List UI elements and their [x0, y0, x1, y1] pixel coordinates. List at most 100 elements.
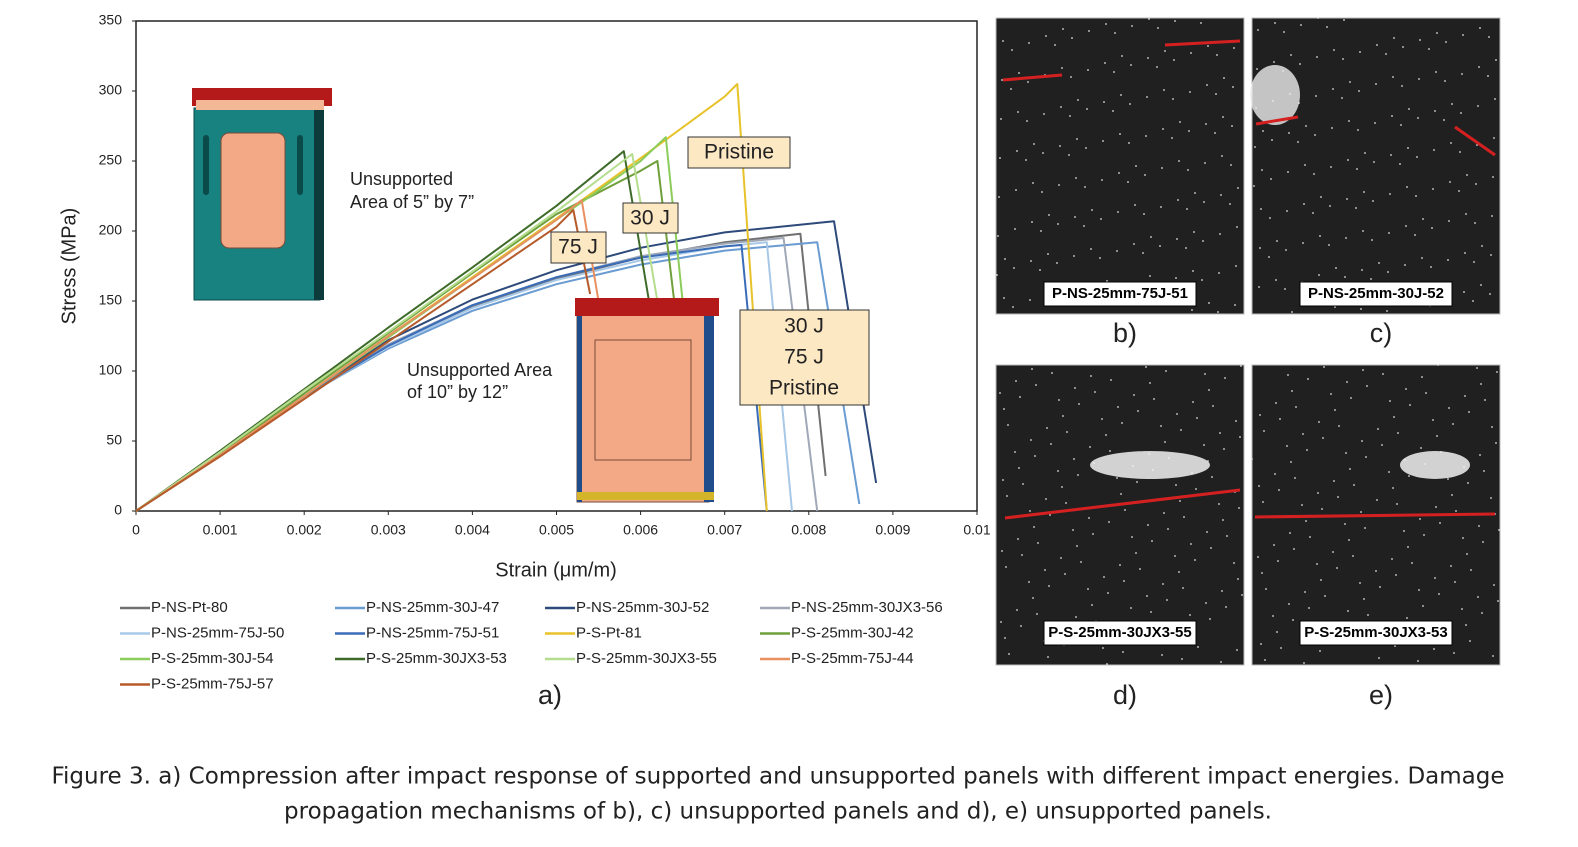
speckle: [1479, 27, 1481, 29]
speckle: [1314, 134, 1316, 136]
speckle: [1465, 624, 1467, 626]
speckle: [1444, 80, 1446, 82]
speckle: [1269, 217, 1271, 219]
speckle: [1122, 651, 1124, 653]
speckle: [1488, 36, 1490, 38]
speckle: [1361, 440, 1363, 442]
speckle: [1149, 275, 1151, 277]
speckle: [1240, 365, 1242, 367]
speckle: [1222, 519, 1224, 521]
speckle: [1305, 520, 1307, 522]
speckle: [1330, 393, 1332, 395]
speckle: [1180, 429, 1182, 431]
speckle: [1045, 498, 1047, 500]
speckle: [1299, 63, 1301, 65]
legend-label: P-S-25mm-75J-57: [151, 675, 274, 692]
speckle: [1394, 645, 1396, 647]
speckle: [1418, 78, 1420, 80]
plot-area: 0 50 100 150 200 250 300 350 0 0.001 0.002 0.003 0.0…: [99, 12, 991, 538]
speckle: [1263, 430, 1265, 432]
speckle: [1106, 663, 1108, 665]
specimen-tag: [1299, 281, 1453, 307]
speckle: [1103, 576, 1105, 578]
speckle: [1464, 252, 1466, 254]
speckle: [1196, 417, 1198, 419]
speckle: [1346, 198, 1348, 200]
speckle: [1194, 559, 1196, 561]
speckle: [1008, 653, 1010, 655]
speckle: [1402, 46, 1404, 48]
speckle: [1220, 194, 1222, 196]
speckle: [1028, 581, 1030, 583]
speckle: [1194, 192, 1196, 194]
speckle: [1439, 522, 1441, 524]
speckle: [1201, 279, 1203, 281]
speckle: [1460, 112, 1462, 114]
glare: [1400, 451, 1470, 479]
speckle: [1462, 34, 1464, 36]
speckle: [1417, 660, 1419, 662]
speckle: [1163, 512, 1165, 514]
speckle: [1312, 212, 1314, 214]
speckle: [1062, 28, 1064, 30]
speckle: [1218, 272, 1220, 274]
speckle: [1104, 62, 1106, 64]
speckle: [1350, 397, 1352, 399]
speckle: [1453, 652, 1455, 654]
speckle: [1334, 409, 1336, 411]
speckle: [1145, 135, 1147, 137]
speckle: [1237, 578, 1239, 580]
speckle: [1187, 169, 1189, 171]
speckle: [1189, 614, 1191, 616]
speckle: [999, 157, 1001, 159]
speckle: [1086, 108, 1088, 110]
speckle: [1035, 384, 1037, 386]
speckle: [1233, 562, 1235, 564]
speckle: [1012, 306, 1014, 308]
speckle: [1357, 129, 1359, 131]
speckle: [1306, 449, 1308, 451]
speckle: [1481, 245, 1483, 247]
speckle: [1131, 25, 1133, 27]
speckle: [1337, 496, 1339, 498]
speckle: [1179, 121, 1181, 123]
speckle: [1210, 547, 1212, 549]
speckle: [1189, 91, 1191, 93]
speckle: [1392, 487, 1394, 489]
speckle: [1478, 525, 1480, 527]
speckle: [1344, 523, 1346, 525]
speckle: [1393, 37, 1395, 39]
speckle: [1109, 450, 1111, 452]
speckle: [1286, 210, 1288, 212]
speckle: [1003, 408, 1005, 410]
speckle: [1018, 467, 1020, 469]
speckle: [1045, 35, 1047, 37]
speckle: [1406, 617, 1408, 619]
x-tick-label: 0.008: [791, 522, 826, 538]
speckle: [1333, 49, 1335, 51]
speckle: [1493, 137, 1495, 139]
speckle: [1272, 615, 1274, 617]
speckle: [1385, 53, 1387, 55]
speckle: [1481, 612, 1483, 614]
speckle: [1069, 115, 1071, 117]
speckle: [1360, 511, 1362, 513]
speckle: [1483, 470, 1485, 472]
speckle: [1287, 171, 1289, 173]
speckle: [1182, 587, 1184, 589]
speckle: [1059, 145, 1061, 147]
x-tick-label: 0.01: [963, 522, 990, 538]
speckle: [1150, 236, 1152, 238]
speckle: [1121, 55, 1123, 57]
speckle: [1205, 602, 1207, 604]
speckle: [1164, 50, 1166, 52]
speckle: [1162, 128, 1164, 130]
speckle: [1112, 110, 1114, 112]
x-tick-label: 0.007: [707, 522, 742, 538]
speckle: [1186, 208, 1188, 210]
speckle: [1258, 286, 1260, 288]
speckle: [1434, 577, 1436, 579]
speckle: [1285, 249, 1287, 251]
specimen-label: P-S-25mm-30JX3-55: [1048, 624, 1191, 641]
speckle: [1195, 488, 1197, 490]
